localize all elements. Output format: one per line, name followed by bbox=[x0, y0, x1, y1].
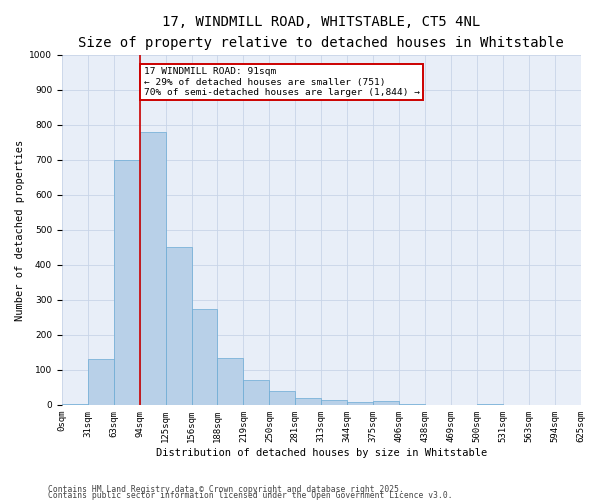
Bar bbox=[62, 404, 88, 405]
Title: 17, WINDMILL ROAD, WHITSTABLE, CT5 4NL
Size of property relative to detached hou: 17, WINDMILL ROAD, WHITSTABLE, CT5 4NL S… bbox=[79, 15, 564, 50]
Text: 17 WINDMILL ROAD: 91sqm
← 29% of detached houses are smaller (751)
70% of semi-d: 17 WINDMILL ROAD: 91sqm ← 29% of detache… bbox=[143, 67, 419, 97]
X-axis label: Distribution of detached houses by size in Whitstable: Distribution of detached houses by size … bbox=[155, 448, 487, 458]
Bar bbox=[347, 402, 373, 405]
Bar bbox=[269, 391, 295, 405]
Bar bbox=[399, 404, 425, 405]
Bar bbox=[295, 398, 321, 405]
Bar bbox=[140, 132, 166, 405]
Y-axis label: Number of detached properties: Number of detached properties bbox=[15, 140, 25, 320]
Bar bbox=[191, 308, 217, 405]
Bar bbox=[166, 248, 191, 405]
Bar bbox=[217, 358, 244, 405]
Bar bbox=[477, 404, 503, 405]
Text: Contains HM Land Registry data © Crown copyright and database right 2025.: Contains HM Land Registry data © Crown c… bbox=[48, 484, 404, 494]
Bar bbox=[321, 400, 347, 405]
Bar bbox=[373, 402, 399, 405]
Bar bbox=[114, 160, 140, 405]
Text: Contains public sector information licensed under the Open Government Licence v3: Contains public sector information licen… bbox=[48, 490, 452, 500]
Bar bbox=[88, 360, 114, 405]
Bar bbox=[244, 380, 269, 405]
